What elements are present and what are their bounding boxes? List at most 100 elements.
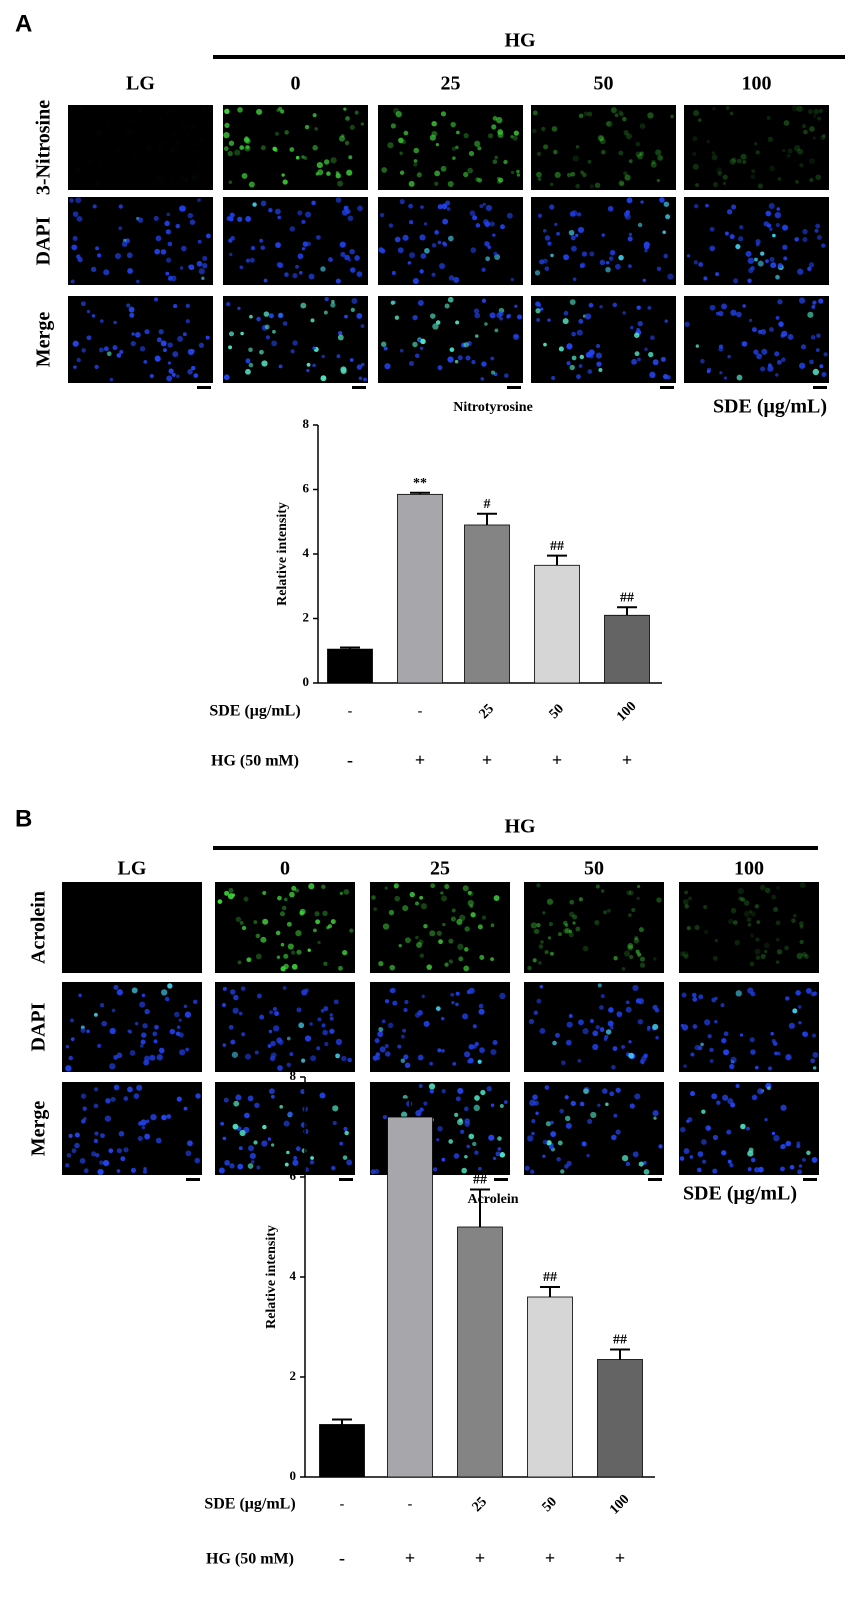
cell [136,279,140,284]
cell [536,883,541,888]
cell [292,273,298,279]
cell [764,1117,768,1122]
cell [245,258,251,263]
cell [293,1156,298,1160]
bar [457,1226,503,1478]
cell [588,302,594,308]
cell [539,1027,546,1034]
cell [182,332,187,337]
cell [797,268,804,275]
cell [613,1113,618,1118]
cell [481,361,487,367]
cell [194,141,200,147]
cell [111,1008,116,1013]
micrograph-bg [370,882,510,973]
cell [194,1157,201,1164]
cell [379,212,385,218]
cell [493,895,500,901]
cell [479,1047,485,1054]
cell [329,1016,334,1021]
cell [119,350,124,355]
cell [605,266,611,273]
cell [490,923,495,928]
cell [477,924,483,930]
cell [401,139,406,145]
cell [442,218,449,225]
cell [551,376,556,380]
cell [320,375,327,382]
cell [153,1039,158,1044]
cell [103,346,109,352]
cell [399,151,403,155]
cell [707,1034,712,1039]
panel-label: B [15,805,32,832]
cell [468,1133,475,1140]
cell [337,334,344,341]
cell [650,161,657,168]
cell [113,1084,120,1091]
cell [568,229,575,236]
y-tick-label: 6 [303,480,310,495]
cell [755,955,761,960]
cell [298,270,303,275]
cell [297,210,303,216]
x-tick-label: 100 [607,1492,632,1517]
cell [548,1144,554,1150]
cell [271,340,277,347]
cell [684,321,690,327]
cell [550,253,554,258]
cell [596,361,602,367]
cell [639,151,644,156]
cell [170,177,173,180]
cell [540,307,544,311]
cell [222,1136,227,1141]
cell [343,889,350,895]
cell [182,177,188,183]
cell [413,159,418,163]
cell [282,986,287,990]
cell [656,178,660,183]
cell [638,1161,644,1167]
cell [823,352,828,357]
cell [760,251,765,256]
cell [250,245,256,251]
cell [612,302,618,308]
cell [222,986,227,991]
cell [570,171,576,177]
cell [218,1167,225,1174]
cell [776,949,783,955]
cell [247,1163,254,1169]
cell [727,1159,732,1164]
cell [657,154,664,161]
x2-tick-label: + [482,750,492,770]
cell [536,923,541,928]
cell [296,1007,302,1013]
cell [450,916,456,922]
cell [587,111,593,117]
cell [254,1050,259,1055]
cell [374,1038,380,1044]
cell [550,1131,557,1137]
cell [243,896,249,902]
cell [578,897,583,902]
cell [747,278,752,283]
cell [240,986,246,991]
cell [349,928,354,933]
cell [802,1157,806,1162]
cell [224,122,230,128]
cell [167,983,173,989]
cell [97,163,101,167]
cell [391,270,396,275]
cell [765,259,769,264]
cell [246,957,252,963]
cell [457,943,464,950]
cell [740,1123,746,1130]
x-tick-label: - [348,704,353,719]
cell [737,887,744,895]
cell [279,1105,283,1109]
cell [143,1167,147,1171]
cell [233,994,239,1001]
cell [599,138,606,145]
cell [146,145,152,151]
cell [682,951,689,958]
